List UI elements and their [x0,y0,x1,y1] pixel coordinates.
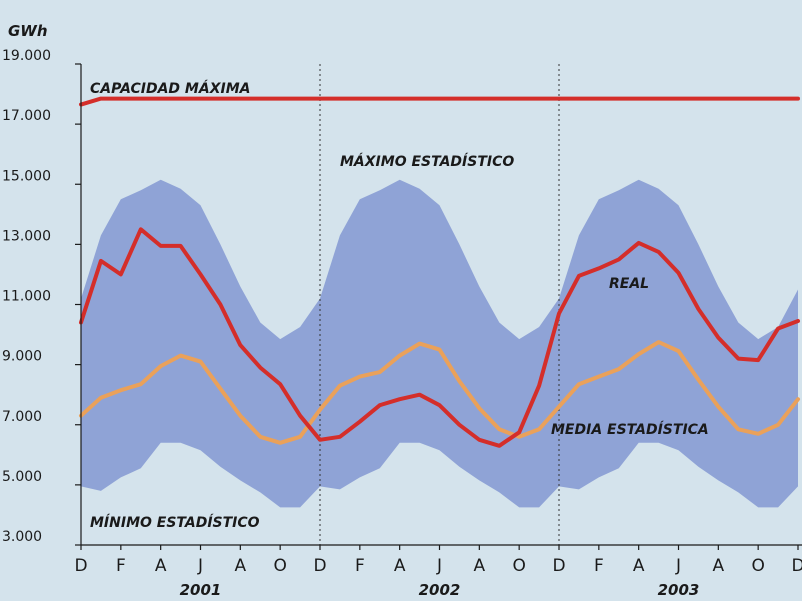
statistical-band-layer [81,179,798,508]
year-label-layer: 2001 2002 2003 [180,581,700,599]
x-tick-label: O [273,556,286,576]
x-tick-label: F [116,556,126,576]
y-tick-label: 19.000 [2,48,51,64]
media-estadistica-line [79,340,800,445]
x-tick-label: A [474,556,486,576]
x-tick-label: J [197,556,203,576]
year-label-2001: 2001 [180,581,222,599]
series-label-maximo-estadistico: MÁXIMO ESTADÍSTICO [340,153,514,170]
year-label-2002: 2002 [419,581,461,599]
y-tick-label: 9.000 [2,349,42,365]
series-line-layer [79,96,800,448]
statistical-band-area [81,179,798,508]
y-tick-label: 13.000 [2,228,51,244]
x-tick-label: A [713,556,725,576]
x-tick-label: J [436,556,442,576]
x-tick-label: O [512,556,525,576]
year-label-2003: 2003 [658,581,700,599]
y-tick-label: 11.000 [2,289,51,305]
x-tick-label: A [394,556,406,576]
capacidad-maxima-line [79,96,800,107]
x-tick-label: F [355,556,365,576]
x-tick-label: D [313,556,326,576]
y-tick-label: 5.000 [2,469,42,485]
year-divider-layer [319,64,560,545]
x-tick-label: J [675,556,681,576]
real-line [79,227,800,448]
series-label-minimo-estadistico: MÍNIMO ESTADÍSTICO [90,514,260,531]
x-tick-label: D [552,556,565,576]
series-label-real: REAL [609,276,649,292]
x-tick-label: O [751,556,764,576]
series-label-capacidad-maxima: CAPACIDAD MÁXIMA [90,80,250,97]
unit-label: GWh [8,22,48,40]
x-tick-label: A [235,556,247,576]
y-tick-label: 15.000 [2,168,51,184]
x-tick-label: A [155,556,167,576]
y-tick-label: 17.000 [2,108,51,124]
x-tick-label: A [633,556,645,576]
x-tick-label: D [791,556,802,576]
x-tick-label: F [594,556,604,576]
y-tick-label: 7.000 [2,409,42,425]
y-tick-layer: 3.000 5.000 7.000 9.000 11.000 13.000 15.000 17… [2,48,81,546]
y-tick-label: 3.000 [2,529,42,545]
x-tick-label: D [74,556,87,576]
series-label-media-estadistica: MEDIA ESTADÍSTICA [551,421,709,438]
